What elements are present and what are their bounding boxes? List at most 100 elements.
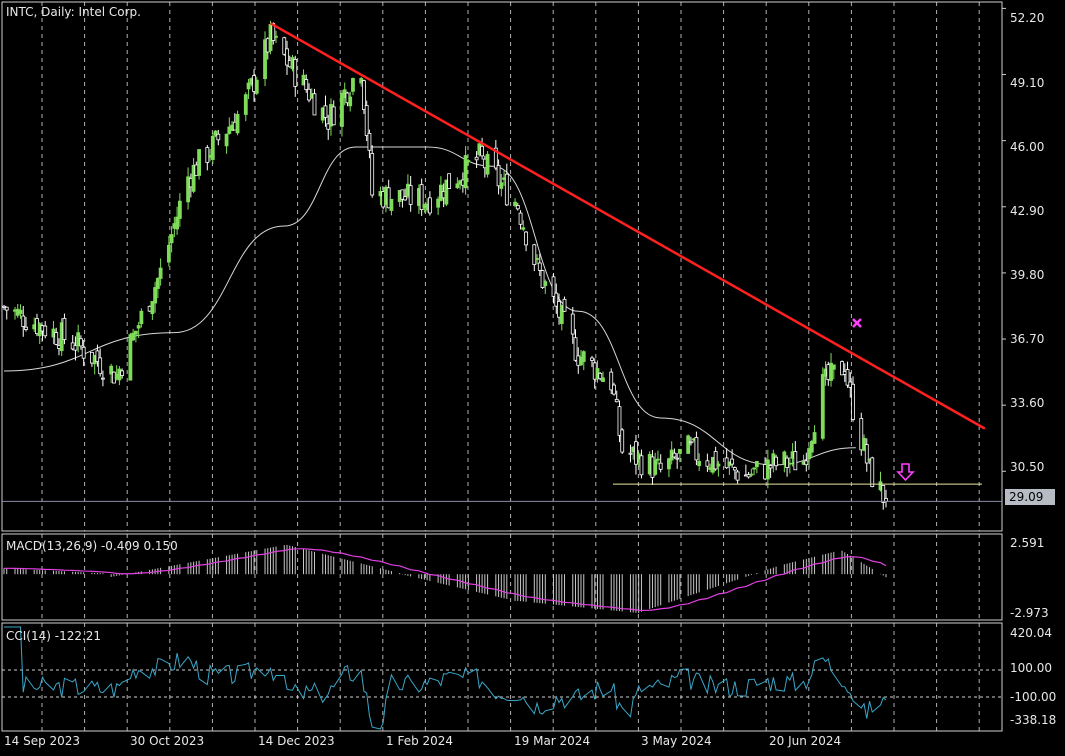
candle-body xyxy=(150,301,155,315)
candle-body xyxy=(403,196,408,201)
candle-body xyxy=(705,460,710,467)
cci-tick-label: -100.00 xyxy=(1010,690,1057,704)
cci-label: CCI(14) -122.21 xyxy=(6,629,102,643)
panel-border xyxy=(1,533,1003,621)
candle-body xyxy=(609,371,614,391)
candle-body xyxy=(370,153,375,196)
candle-body xyxy=(427,197,432,214)
candle-body xyxy=(243,94,248,115)
candle-body xyxy=(675,457,680,460)
candle-body xyxy=(537,262,542,271)
candle-body xyxy=(274,35,278,38)
candle-body xyxy=(678,448,682,454)
candle-body xyxy=(543,281,548,286)
candle-body xyxy=(364,105,369,136)
price-tick-label: 42.90 xyxy=(1010,204,1045,218)
candle-body xyxy=(809,441,814,453)
candle-body xyxy=(444,179,449,205)
candle-body xyxy=(95,350,100,363)
candle-body xyxy=(667,458,671,470)
candle-body xyxy=(235,113,240,134)
candle-body xyxy=(831,364,836,370)
candle-body xyxy=(620,429,625,453)
candle-body xyxy=(285,48,289,66)
macd-tick-label: 2.591 xyxy=(1010,536,1045,550)
cross-marker-icon xyxy=(852,318,862,328)
candle-body xyxy=(515,204,520,210)
candle-body xyxy=(573,337,578,361)
candle-body xyxy=(499,182,504,189)
down-arrow-icon xyxy=(896,463,915,482)
candle-body xyxy=(348,96,353,107)
candle-body xyxy=(598,372,603,380)
price-tick-label: 33.60 xyxy=(1010,396,1045,410)
candle-body xyxy=(513,201,517,207)
price-tick-label: 30.50 xyxy=(1010,460,1045,474)
candle-body xyxy=(559,305,564,324)
candle-body xyxy=(24,326,28,330)
candle-body xyxy=(312,93,317,116)
candle-body xyxy=(634,441,638,465)
candle-body xyxy=(153,287,158,304)
candle-body xyxy=(400,189,405,200)
candle-body xyxy=(166,244,171,263)
candle-body xyxy=(331,106,336,126)
candle-body xyxy=(612,384,616,395)
candle-body xyxy=(562,298,567,312)
candle-body xyxy=(749,473,754,476)
cci-tick-label: 420.04 xyxy=(1010,626,1052,640)
candle-body xyxy=(820,374,825,439)
candle-body xyxy=(845,369,850,386)
candle-body xyxy=(282,37,287,55)
candle-body xyxy=(807,448,811,460)
candle-body xyxy=(455,183,460,189)
candle-body xyxy=(205,147,210,163)
candle-body xyxy=(389,198,394,211)
moving-average xyxy=(3,146,856,466)
candle-body xyxy=(73,345,78,351)
trendline xyxy=(269,22,986,430)
candle-body xyxy=(158,267,163,279)
candle-body xyxy=(463,155,468,189)
cci-tick-label: 100.00 xyxy=(1010,661,1052,675)
candle-body xyxy=(870,457,875,487)
candle-body xyxy=(408,185,413,205)
candle-body xyxy=(765,459,770,480)
panel-frames xyxy=(1,1,1003,732)
candle-body xyxy=(466,160,471,163)
panel-border xyxy=(1,1,1003,532)
candle-body xyxy=(617,406,622,436)
candle-body xyxy=(2,305,6,308)
price-tick-label: 39.80 xyxy=(1010,268,1045,282)
candle-body xyxy=(570,313,575,335)
candle-body xyxy=(213,130,218,136)
candle-body xyxy=(540,270,545,288)
candle-body xyxy=(518,212,523,225)
candles xyxy=(2,20,888,510)
candle-body xyxy=(436,198,441,208)
candle-body xyxy=(326,123,331,130)
candle-body xyxy=(169,234,174,244)
candle-body xyxy=(689,441,693,444)
candle-body xyxy=(694,437,699,461)
candle-body xyxy=(774,456,778,467)
candle-body xyxy=(191,164,196,192)
candle-body xyxy=(43,325,48,337)
candle-body xyxy=(686,435,691,454)
candle-body xyxy=(768,465,773,469)
candle-body xyxy=(224,133,229,147)
price-tick-label: 36.70 xyxy=(1010,332,1045,346)
candle-body xyxy=(246,82,251,90)
candle-body xyxy=(672,452,677,458)
candle-body xyxy=(601,377,605,382)
candle-body xyxy=(362,80,366,110)
candle-body xyxy=(419,184,424,210)
date-tick-label: 14 Sep 2023 xyxy=(4,734,81,748)
candle-body xyxy=(716,463,721,467)
candle-body xyxy=(480,145,484,157)
candle-body xyxy=(131,332,136,341)
candle-body xyxy=(474,156,479,161)
candle-body xyxy=(656,458,660,461)
candle-body xyxy=(186,176,190,203)
